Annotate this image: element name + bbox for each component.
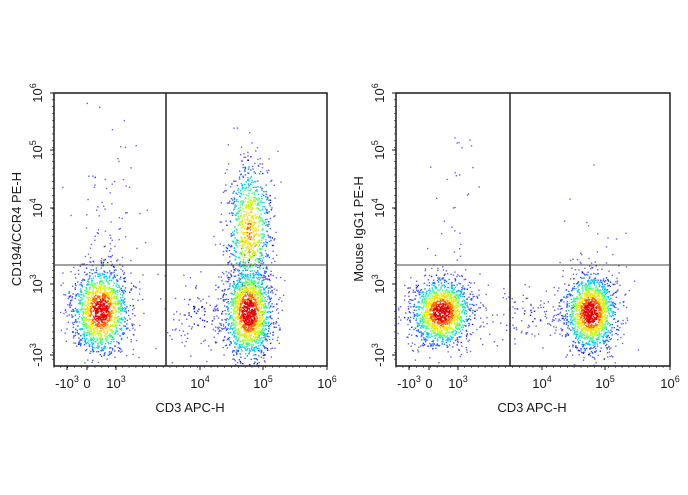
plot-right: -103 0 103 104 105 106 -103 103 104 105 106 CD3 A… xyxy=(351,83,680,415)
y-tick-label: 105 xyxy=(28,140,45,159)
x-tick-label: 105 xyxy=(253,374,272,391)
y-axis-label-right: Mouse IgG1 PE-H xyxy=(351,176,366,282)
y-tick-label: 106 xyxy=(370,83,387,102)
plot-left: -103 0 103 104 105 106 -103 103 104 105 106 CD3 A… xyxy=(9,83,337,415)
x-tick-label: 0 xyxy=(425,376,432,391)
x-tick-label: -103 xyxy=(397,374,421,391)
x-tick-label: 106 xyxy=(317,374,336,391)
y-axis-ticks-left: -103 103 104 105 106 xyxy=(28,83,54,367)
y-tick-label: 104 xyxy=(370,198,387,217)
x-tick-label: 103 xyxy=(448,374,467,391)
scatter-points-right xyxy=(397,137,639,366)
x-tick-label: 105 xyxy=(595,374,614,391)
x-axis-ticks-right: -103 0 103 104 105 106 xyxy=(396,366,680,391)
y-tick-label: -103 xyxy=(370,343,387,367)
y-tick-label: 105 xyxy=(370,140,387,159)
x-tick-label: -103 xyxy=(55,374,79,391)
y-tick-label: 103 xyxy=(28,274,45,293)
x-tick-label: 106 xyxy=(660,374,679,391)
x-axis-ticks-left: -103 0 103 104 105 106 xyxy=(54,366,337,391)
y-tick-label: -103 xyxy=(28,343,45,367)
y-tick-label: 106 xyxy=(28,83,45,102)
x-tick-label: 0 xyxy=(83,376,90,391)
y-tick-label: 103 xyxy=(370,274,387,293)
x-tick-label: 103 xyxy=(106,374,125,391)
y-axis-label-left: CD194/CCR4 PE-H xyxy=(9,172,24,286)
x-axis-label-left: CD3 APC-H xyxy=(155,400,224,415)
y-tick-label: 104 xyxy=(28,198,45,217)
y-axis-ticks-right: -103 103 104 105 106 xyxy=(370,83,396,367)
scatter-points-left xyxy=(60,103,286,367)
x-axis-label-right: CD3 APC-H xyxy=(497,400,566,415)
x-tick-label: 104 xyxy=(532,374,551,391)
x-tick-label: 104 xyxy=(190,374,209,391)
